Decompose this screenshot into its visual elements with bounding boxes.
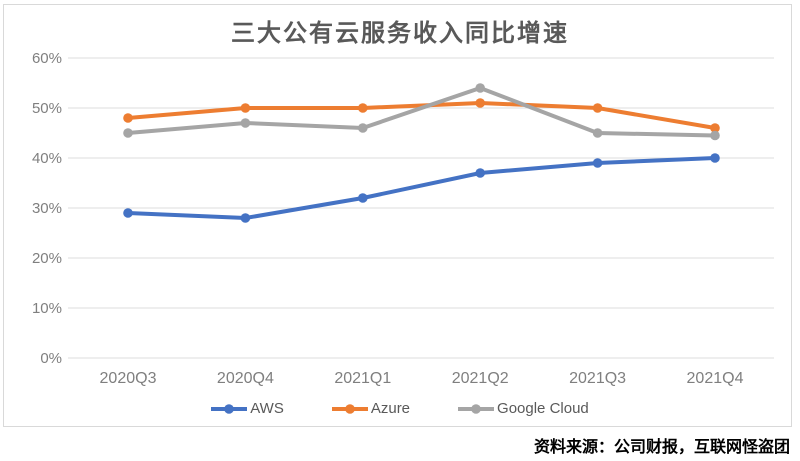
y-axis-tick-label: 50%: [32, 100, 62, 117]
y-axis-tick-label: 40%: [32, 150, 62, 167]
legend-marker-azure-icon: [331, 403, 368, 414]
x-axis-tick-label: 2021Q3: [569, 370, 626, 387]
legend-marker-google-cloud-icon: [458, 403, 495, 414]
data-point-google-cloud-2021Q4: [710, 130, 720, 141]
data-point-azure-2021Q4: [710, 123, 720, 133]
data-point-azure-2021Q2: [475, 98, 486, 108]
y-axis-tick-label: 30%: [32, 200, 62, 217]
data-point-google-cloud-2020Q3: [123, 128, 133, 138]
legend-item-aws: AWS: [211, 400, 284, 417]
y-axis-tick-label: 20%: [32, 250, 62, 267]
data-point-aws-2020Q4: [240, 213, 251, 223]
y-axis-tick-label: 60%: [32, 50, 62, 67]
data-point-aws-2021Q1: [358, 193, 368, 203]
chart-title: 三大公有云服务收入同比增速: [231, 20, 569, 47]
y-axis-tick-label: 10%: [32, 300, 62, 317]
chart-frame: [3, 4, 792, 427]
x-axis-tick-label: 2021Q2: [452, 370, 509, 387]
data-point-aws-2021Q2: [475, 168, 486, 178]
data-point-azure-2020Q3: [123, 113, 133, 123]
x-axis-tick-label: 2021Q1: [334, 370, 391, 387]
legend-item-google-cloud: Google Cloud: [458, 400, 589, 417]
source-note: 资料来源：公司财报，互联网怪盗团: [533, 439, 790, 456]
data-point-azure-2021Q1: [358, 103, 368, 113]
data-point-google-cloud-2020Q4: [240, 118, 251, 128]
legend-label-google-cloud: Google Cloud: [497, 400, 589, 417]
data-point-azure-2020Q4: [240, 103, 251, 113]
data-point-google-cloud-2021Q2: [475, 83, 486, 93]
legend-marker-aws-icon: [211, 403, 248, 414]
y-axis-tick-label: 0%: [40, 350, 62, 367]
legend-label-aws: AWS: [250, 400, 284, 417]
series-line-azure: [127, 100, 716, 130]
data-point-aws-2021Q3: [592, 158, 603, 168]
legend-item-azure: Azure: [331, 400, 411, 417]
x-axis-tick-label: 2020Q3: [100, 370, 157, 387]
series-line-aws: [127, 156, 716, 221]
series-line-google-cloud: [127, 85, 716, 138]
chart-legend: AWS Azure Google Cloud: [0, 400, 800, 417]
data-point-azure-2021Q3: [592, 103, 603, 113]
legend-label-azure: Azure: [370, 400, 411, 417]
data-point-aws-2021Q4: [710, 153, 720, 163]
data-point-aws-2020Q3: [123, 208, 133, 218]
data-point-google-cloud-2021Q3: [592, 128, 603, 138]
x-axis-tick-label: 2021Q4: [687, 370, 744, 387]
data-point-google-cloud-2021Q1: [358, 123, 368, 133]
x-axis-tick-label: 2020Q4: [217, 370, 274, 387]
